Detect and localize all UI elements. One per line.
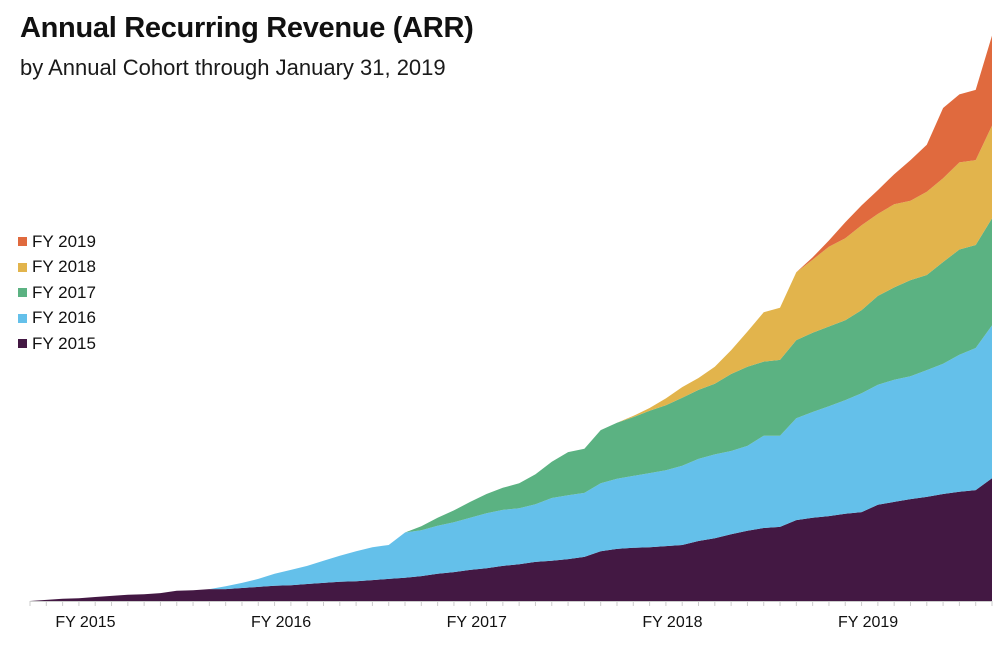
x-tick-label: FY 2019 bbox=[838, 614, 898, 631]
x-tick-labels: FY 2015 FY 2016 FY 2017 FY 2018 FY 2019 bbox=[55, 614, 898, 631]
legend-label: FY 2015 bbox=[32, 333, 96, 353]
chart-subtitle: by Annual Cohort through January 31, 201… bbox=[20, 55, 446, 80]
x-tick-label: FY 2017 bbox=[447, 614, 507, 631]
x-axis bbox=[29, 601, 993, 606]
legend-label: FY 2016 bbox=[32, 308, 96, 328]
legend-swatch bbox=[18, 339, 27, 349]
x-tick-label: FY 2015 bbox=[55, 614, 115, 631]
legend-item-fy2016: FY 2016 bbox=[18, 306, 96, 332]
x-tick-label: FY 2016 bbox=[251, 614, 311, 631]
legend-swatch bbox=[18, 237, 27, 247]
legend-label: FY 2019 bbox=[32, 231, 96, 251]
area-fy-2015 bbox=[30, 478, 992, 601]
legend-label: FY 2018 bbox=[32, 257, 96, 277]
legend-item-fy2015: FY 2015 bbox=[18, 331, 96, 357]
area-layers bbox=[30, 35, 992, 602]
legend-item-fy2017: FY 2017 bbox=[18, 280, 96, 306]
area-fy-2016 bbox=[30, 325, 992, 601]
legend-swatch bbox=[18, 313, 27, 323]
legend-swatch bbox=[18, 288, 27, 298]
legend-item-fy2018: FY 2018 bbox=[18, 255, 96, 281]
legend-label: FY 2017 bbox=[32, 282, 96, 302]
legend-swatch bbox=[18, 262, 27, 272]
area-fy-2017 bbox=[30, 218, 992, 601]
chart-title: Annual Recurring Revenue (ARR) bbox=[20, 12, 474, 44]
x-tick-label: FY 2018 bbox=[642, 614, 702, 631]
legend-item-fy2019: FY 2019 bbox=[18, 229, 96, 255]
legend: FY 2019 FY 2018 FY 2017 FY 2016 FY 2015 bbox=[18, 229, 96, 357]
